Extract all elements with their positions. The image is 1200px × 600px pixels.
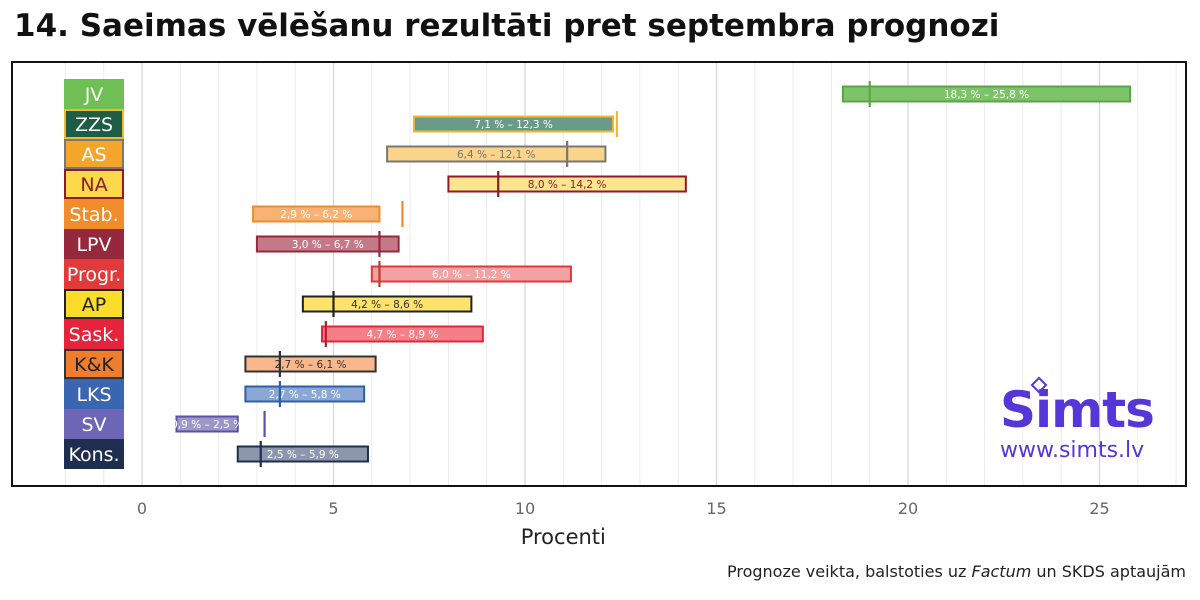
party-label-na: NA xyxy=(64,169,124,199)
party-label-jv: JV xyxy=(64,79,124,109)
party-label-zzs: ZZS xyxy=(64,109,124,139)
party-label-box xyxy=(64,79,124,109)
range-bar-lpv xyxy=(255,235,400,253)
party-label-text: NA xyxy=(80,174,107,196)
range-bar-na xyxy=(447,175,687,193)
party-label-kk: K&K xyxy=(64,349,124,379)
range-label-lpv: 3,0 % – 6,7 % xyxy=(292,239,364,251)
party-label-lks: LKS xyxy=(64,379,124,409)
party-label-sask: Sask. xyxy=(64,319,124,349)
party-label-box xyxy=(64,139,124,169)
x-tick-label: 10 xyxy=(515,499,535,518)
party-label-text: AP xyxy=(82,294,106,316)
party-label-text: ZZS xyxy=(75,114,113,136)
x-axis: 0 5 10 15 20 25 xyxy=(137,499,1110,518)
range-label-na: 8,0 % – 14,2 % xyxy=(528,179,607,191)
range-label-progr: 6,0 % – 11,2 % xyxy=(432,269,511,281)
party-label-as: AS xyxy=(64,139,124,169)
party-label-box xyxy=(64,259,124,289)
party-label-ap: AP xyxy=(64,289,124,319)
party-label-box xyxy=(64,109,124,139)
party-label-text: K&K xyxy=(74,354,114,376)
party-label-box xyxy=(64,319,124,349)
source-note: Prognoze veikta, balstoties uz Factum un… xyxy=(727,562,1186,581)
range-label-ap: 4,2 % – 8,6 % xyxy=(351,299,423,311)
range-bar-kons xyxy=(236,445,369,463)
party-label-box xyxy=(64,409,124,439)
range-bar-ap xyxy=(301,295,473,313)
range-bar-jv xyxy=(841,85,1132,103)
party-label-text: Sask. xyxy=(69,324,120,346)
source-note-italic: Factum xyxy=(971,562,1032,581)
range-label-stab: 2,9 % – 6,2 % xyxy=(280,209,352,221)
source-note-after: un SKDS aptaujām xyxy=(1036,562,1186,581)
party-label-progr: Progr. xyxy=(64,259,124,289)
x-tick-label: 0 xyxy=(137,499,147,518)
plot-frame xyxy=(11,61,1187,487)
range-bars: 18,3 % – 25,8 % 7,1 % – 12,3 % 6,4 % – 12,… xyxy=(171,81,1132,467)
x-tick-label: 25 xyxy=(1089,499,1109,518)
range-label-lks: 2,7 % – 5,8 % xyxy=(269,389,341,401)
chart-title: 14. Saeimas vēlēšanu rezultāti pret sept… xyxy=(14,8,1000,44)
x-tick-label: 5 xyxy=(328,499,338,518)
range-label-zzs: 7,1 % – 12,3 % xyxy=(474,119,553,131)
party-label-stab: Stab. xyxy=(64,199,124,229)
party-label-sv: SV xyxy=(64,409,124,439)
range-bar-sv xyxy=(175,415,239,433)
party-label-lpv: LPV xyxy=(64,229,124,259)
range-bar-zzs xyxy=(412,115,615,133)
party-label-text: Kons. xyxy=(68,444,119,466)
x-axis-label: Procenti xyxy=(521,525,606,549)
party-label-box xyxy=(64,169,124,199)
logo-name: Simts xyxy=(1000,381,1155,439)
party-label-text: Stab. xyxy=(69,204,118,226)
x-tick-label: 20 xyxy=(898,499,918,518)
range-bar-sask xyxy=(321,325,484,343)
range-bar-progr xyxy=(370,265,572,283)
range-label-kk: 2,7 % – 6,1 % xyxy=(275,359,347,371)
party-label-box xyxy=(64,229,124,259)
range-label-sv: 0,9 % – 2,5 % xyxy=(171,419,243,431)
party-label-box xyxy=(64,289,124,319)
party-label-text: LKS xyxy=(76,384,111,406)
range-bar-lks xyxy=(244,385,366,403)
range-label-jv: 18,3 % – 25,8 % xyxy=(944,89,1029,101)
party-label-text: Progr. xyxy=(67,264,121,286)
party-label-text: AS xyxy=(81,144,106,166)
logo-url: www.simts.lv xyxy=(1000,438,1145,463)
range-label-sask: 4,7 % – 8,9 % xyxy=(366,329,438,341)
party-label-kons: Kons. xyxy=(64,439,124,469)
party-label-text: LPV xyxy=(76,234,111,256)
range-bar-kk xyxy=(244,355,377,373)
party-labels: JV ZZS AS NA Stab. LPV Progr. AP Sask. K&K LKS SV Ko… xyxy=(64,79,124,469)
x-tick-label: 15 xyxy=(706,499,726,518)
party-label-box xyxy=(64,439,124,469)
party-label-box xyxy=(64,379,124,409)
source-note-before: Prognoze veikta, balstoties uz xyxy=(727,562,967,581)
range-label-kons: 2,5 % – 5,9 % xyxy=(267,449,339,461)
party-label-text: SV xyxy=(81,414,106,436)
party-label-text: JV xyxy=(84,84,104,106)
range-bar-as xyxy=(386,145,607,163)
range-bar-stab xyxy=(252,205,381,223)
party-label-box xyxy=(64,349,124,379)
party-label-box xyxy=(64,199,124,229)
range-label-as: 6,4 % – 12,1 % xyxy=(457,149,536,161)
